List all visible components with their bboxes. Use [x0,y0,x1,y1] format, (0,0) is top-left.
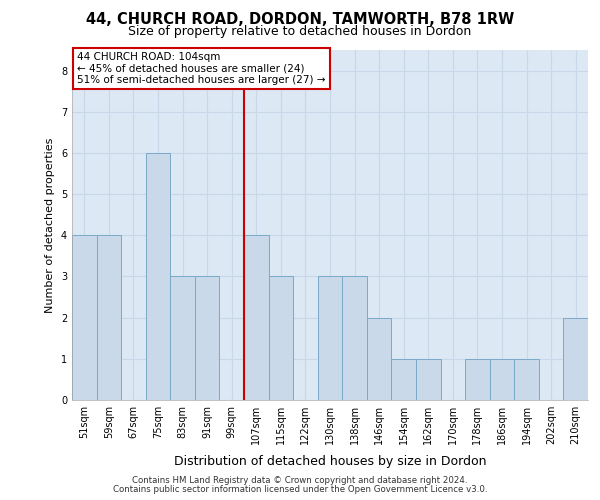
Text: 44 CHURCH ROAD: 104sqm
← 45% of detached houses are smaller (24)
51% of semi-det: 44 CHURCH ROAD: 104sqm ← 45% of detached… [77,52,326,85]
Text: 44, CHURCH ROAD, DORDON, TAMWORTH, B78 1RW: 44, CHURCH ROAD, DORDON, TAMWORTH, B78 1… [86,12,514,28]
Bar [97,236,121,400]
Bar [146,153,170,400]
Bar [72,236,97,400]
X-axis label: Distribution of detached houses by size in Dordon: Distribution of detached houses by size … [174,456,486,468]
Bar [195,276,220,400]
Bar [342,276,367,400]
Text: Size of property relative to detached houses in Dordon: Size of property relative to detached ho… [128,25,472,38]
Text: Contains HM Land Registry data © Crown copyright and database right 2024.: Contains HM Land Registry data © Crown c… [132,476,468,485]
Bar [563,318,588,400]
Bar [391,359,416,400]
Bar [514,359,539,400]
Bar [244,236,269,400]
Bar [465,359,490,400]
Bar [367,318,391,400]
Bar [416,359,440,400]
Bar [170,276,195,400]
Bar [490,359,514,400]
Y-axis label: Number of detached properties: Number of detached properties [46,138,55,312]
Text: Contains public sector information licensed under the Open Government Licence v3: Contains public sector information licen… [113,485,487,494]
Bar [269,276,293,400]
Bar [318,276,342,400]
